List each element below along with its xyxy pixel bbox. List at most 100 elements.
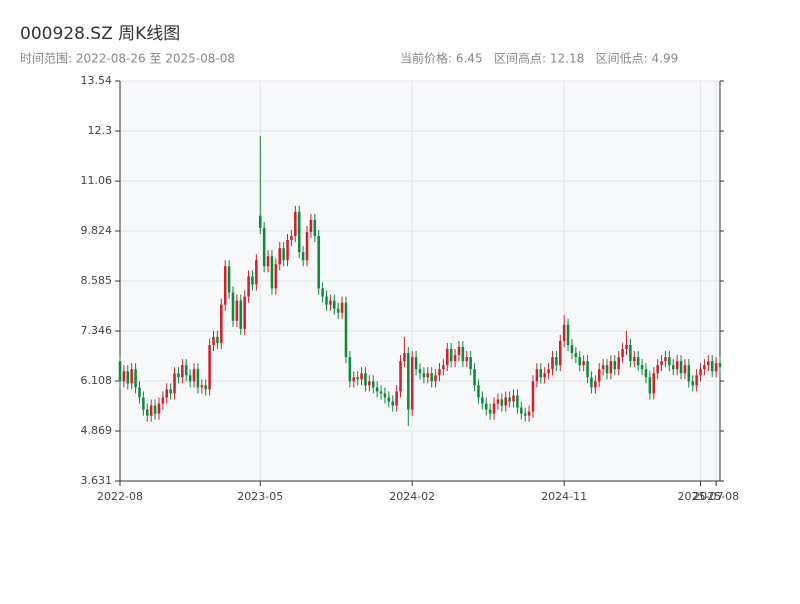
chart-title: 000928.SZ 周K线图 (20, 24, 180, 44)
candle-body (360, 373, 363, 380)
x-tick-label: 2022-08 (97, 490, 143, 503)
candle-body (329, 300, 332, 305)
candle-body (551, 357, 554, 370)
candle-body (118, 361, 122, 382)
candle-body (301, 252, 305, 261)
x-tick-label: 2023-05 (237, 490, 283, 503)
candle-body (523, 413, 527, 416)
candle-body (251, 276, 254, 285)
candle-body (235, 300, 239, 321)
candle-body (126, 371, 130, 384)
subtitle: 时间范围: 2022-08-26 至 2025-08-08 (20, 52, 235, 66)
candle-body (625, 345, 628, 350)
candle-body (442, 365, 445, 370)
candle-body (566, 324, 570, 346)
candle-body (609, 361, 613, 374)
candle-body (255, 260, 258, 285)
candle-body (192, 369, 196, 382)
candle-body (270, 256, 274, 289)
candle-body (640, 365, 644, 370)
candle-body (679, 361, 683, 374)
candle-body (418, 369, 422, 374)
candle-body (247, 276, 250, 297)
candle-body (434, 375, 437, 382)
candle-body (399, 361, 402, 392)
candle-body (477, 385, 480, 398)
candle-body (629, 345, 632, 362)
candle-body (453, 355, 457, 362)
candle-body (122, 371, 126, 382)
candle-body (333, 300, 336, 309)
candle-body (262, 227, 266, 267)
candle-body (562, 324, 566, 341)
y-tick-label: 12.3 (88, 124, 113, 137)
y-tick-label: 13.54 (81, 74, 113, 87)
candle-body (481, 397, 484, 404)
y-tick-label: 8.585 (81, 274, 113, 287)
candle-body (196, 369, 200, 388)
candle-body (516, 395, 519, 408)
candle-body (220, 304, 223, 343)
candle-body (570, 345, 574, 354)
candle-body (146, 409, 149, 416)
candle-body (161, 397, 165, 404)
candle-body (574, 353, 578, 358)
candle-body (243, 296, 246, 329)
candle-body (410, 357, 414, 410)
candle-body (555, 357, 558, 366)
candle-body (395, 391, 398, 406)
candle-body (169, 389, 172, 394)
candle-body (305, 231, 309, 261)
candle-body (352, 377, 356, 382)
candle-body (488, 409, 492, 414)
candle-body (597, 369, 601, 382)
candle-body (617, 357, 620, 370)
candle-body (278, 248, 282, 265)
candle-body (204, 385, 207, 390)
stats: 当前价格: 6.45 区间高点: 12.18 区间低点: 4.99 (400, 51, 678, 66)
candle-body (223, 266, 227, 305)
candle-body (438, 369, 441, 376)
candle-body (426, 373, 430, 378)
candle-body (714, 363, 718, 372)
candle-body (309, 219, 313, 232)
candle-body (375, 387, 379, 392)
candle-body (153, 405, 157, 414)
candle-body (601, 365, 605, 370)
candle-body (344, 302, 348, 358)
candle-body (208, 345, 211, 390)
x-tick-label: 2024-11 (541, 490, 587, 503)
candle-body (317, 236, 320, 289)
candle-body (130, 369, 133, 384)
candle-body (707, 361, 710, 366)
candle-body (508, 397, 511, 402)
candle-body (652, 373, 656, 394)
candle-body (527, 411, 531, 416)
candle-body (531, 381, 535, 412)
candle-body (687, 365, 691, 382)
candle-body (356, 377, 359, 380)
candle-body (371, 381, 375, 388)
candle-body (286, 240, 289, 261)
candle-body (683, 365, 687, 374)
candle-body (457, 347, 461, 356)
candle-body (675, 361, 679, 370)
candle-body (586, 361, 589, 378)
candle-body (391, 401, 394, 406)
candle-body (138, 387, 141, 398)
candle-body (500, 399, 504, 406)
candle-body (671, 365, 675, 370)
candle-body (636, 357, 640, 366)
candle-body (446, 349, 449, 366)
y-tick-label: 3.631 (81, 474, 113, 487)
candle-body (142, 397, 145, 410)
candle-body (430, 373, 433, 382)
candle-body (282, 248, 285, 261)
candle-body (492, 403, 496, 414)
candle-body (165, 389, 169, 398)
candle-body (582, 361, 585, 366)
candle-body (177, 373, 180, 378)
candle-body (379, 391, 383, 394)
